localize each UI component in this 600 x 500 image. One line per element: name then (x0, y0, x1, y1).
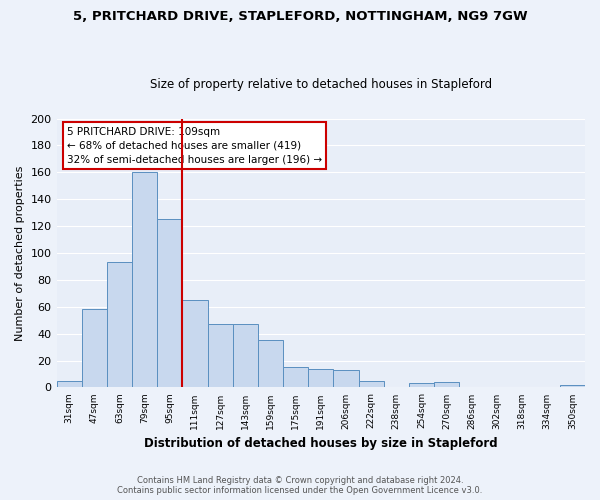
Bar (409, 384, 434, 388)
Bar (107, 262, 132, 388)
Bar (56, 380, 82, 388)
Bar (283, 368, 308, 388)
Bar (132, 172, 157, 388)
Bar (434, 382, 459, 388)
X-axis label: Distribution of detached houses by size in Stapleford: Distribution of detached houses by size … (144, 437, 497, 450)
Bar (208, 324, 233, 388)
Bar (157, 220, 182, 388)
Bar (82, 310, 107, 388)
Bar (182, 300, 208, 388)
Text: 5 PRITCHARD DRIVE: 109sqm
← 68% of detached houses are smaller (419)
32% of semi: 5 PRITCHARD DRIVE: 109sqm ← 68% of detac… (67, 126, 322, 164)
Y-axis label: Number of detached properties: Number of detached properties (15, 166, 25, 340)
Bar (258, 340, 283, 388)
Title: Size of property relative to detached houses in Stapleford: Size of property relative to detached ho… (150, 78, 492, 91)
Text: Contains HM Land Registry data © Crown copyright and database right 2024.
Contai: Contains HM Land Registry data © Crown c… (118, 476, 482, 495)
Bar (334, 370, 359, 388)
Bar (233, 324, 258, 388)
Bar (560, 384, 585, 388)
Bar (308, 368, 334, 388)
Text: 5, PRITCHARD DRIVE, STAPLEFORD, NOTTINGHAM, NG9 7GW: 5, PRITCHARD DRIVE, STAPLEFORD, NOTTINGH… (73, 10, 527, 23)
Bar (359, 380, 383, 388)
